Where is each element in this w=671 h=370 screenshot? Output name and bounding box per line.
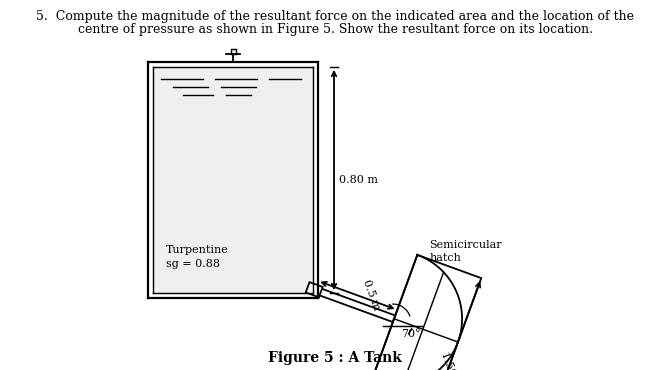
Polygon shape [313,286,395,322]
Polygon shape [371,255,481,370]
Text: 0.5 m: 0.5 m [362,279,382,312]
Bar [153,67,313,293]
Text: 5.  Compute the magnitude of the resultant force on the indicated area and the l: 5. Compute the magnitude of the resultan… [36,10,634,23]
Text: 0.80 m: 0.80 m [339,175,378,185]
Text: hatch: hatch [429,253,461,263]
Text: Semicircular: Semicircular [429,240,502,250]
Text: Turpentine: Turpentine [166,245,229,255]
Polygon shape [306,282,323,297]
Text: 70°: 70° [401,329,421,339]
Text: centre of pressure as shown in Figure 5. Show the resultant force on its locatio: centre of pressure as shown in Figure 5.… [77,23,592,36]
Text: 1.50-m diameter: 1.50-m diameter [440,350,480,370]
Text: sg = 0.88: sg = 0.88 [166,259,220,269]
Text: Figure 5 : A Tank: Figure 5 : A Tank [268,351,402,365]
Bar [231,49,236,54]
